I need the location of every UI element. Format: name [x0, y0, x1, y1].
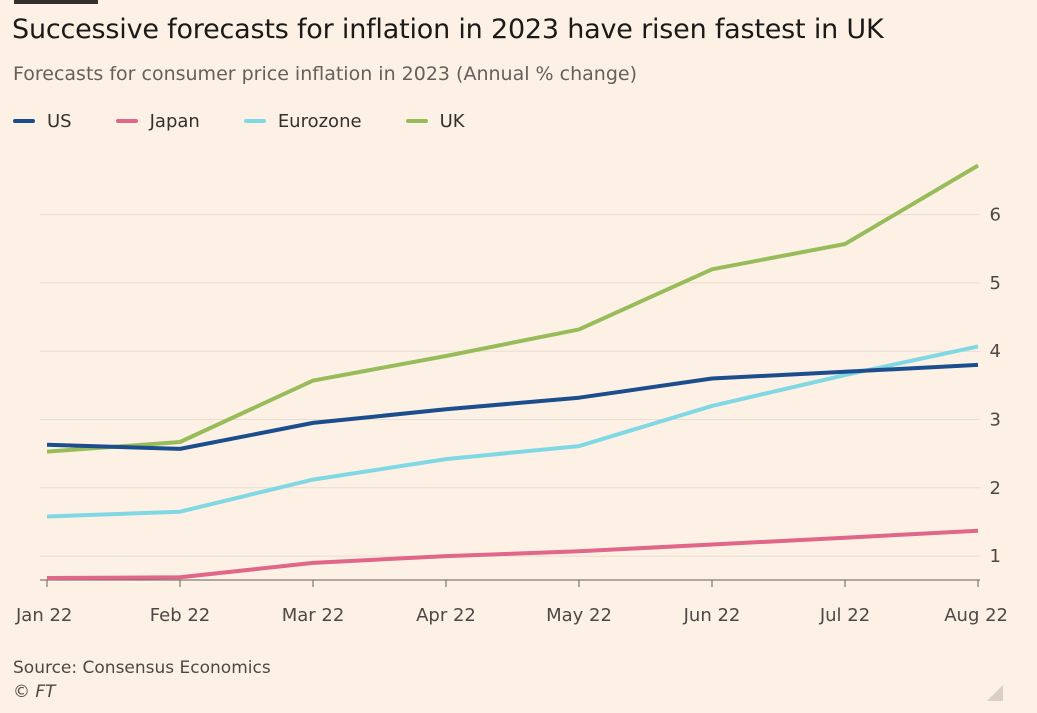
legend-label-eurozone: Eurozone	[277, 110, 362, 132]
legend-item-japan: Japan	[115, 110, 200, 132]
legend-swatch-us	[13, 119, 35, 123]
x-tick-label: May 22	[546, 605, 612, 626]
y-tick-label: 5	[990, 273, 1001, 294]
x-tick-label: Feb 22	[150, 605, 211, 626]
legend-label-us: US	[47, 110, 72, 132]
legend-item-uk: UK	[405, 110, 465, 132]
tick-layer: 1 2 3 4 5 6 Jan 22 Feb 22 Mar 22 Apr 22 May 22 Jun …	[15, 205, 1008, 626]
series-layer	[46, 163, 980, 580]
grid-layer	[40, 214, 980, 581]
top-rule	[14, 0, 98, 4]
series-line-eurozone	[46, 344, 979, 519]
chart-subtitle: Forecasts for consumer price inflation i…	[13, 63, 637, 85]
legend-swatch-japan	[115, 119, 138, 123]
source-note: Source: Consensus Economics	[13, 658, 271, 678]
y-tick-label: 6	[990, 205, 1001, 226]
legend-item-us: US	[13, 111, 72, 132]
x-tick-label: Jun 22	[683, 605, 741, 626]
legend-label-uk: UK	[439, 110, 465, 132]
y-tick-label: 2	[990, 478, 1001, 499]
x-tick-label: Jul 22	[819, 605, 870, 626]
x-tick-label: Mar 22	[282, 605, 345, 626]
series-line-us	[46, 362, 979, 451]
legend-swatch-uk	[405, 119, 428, 123]
x-tick-label: Jan 22	[15, 605, 72, 626]
series-line-japan	[46, 528, 979, 580]
chart-title: Successive forecasts for inflation in 20…	[12, 14, 884, 45]
legend-swatch-eurozone	[243, 119, 266, 123]
resize-handle-icon[interactable]	[987, 685, 1003, 701]
y-tick-label: 4	[990, 341, 1001, 362]
y-tick-label: 3	[990, 410, 1001, 431]
x-tick-label: Apr 22	[416, 605, 476, 626]
copyright-note: © FT	[13, 682, 56, 702]
legend-item-eurozone: Eurozone	[243, 110, 362, 132]
series-line-uk	[46, 163, 980, 454]
y-tick-label: 1	[990, 546, 1001, 567]
legend: US Japan Eurozone UK	[13, 108, 509, 134]
legend-label-japan: Japan	[149, 110, 200, 132]
x-tick-label: Aug 22	[944, 605, 1008, 626]
